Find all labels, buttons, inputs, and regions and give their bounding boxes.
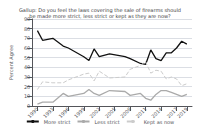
svg-text:40: 40 <box>24 64 30 70</box>
svg-text:Gallup: Do you feel the laws c: Gallup: Do you feel the laws covering th… <box>19 7 181 13</box>
svg-text:90: 90 <box>23 16 31 22</box>
svg-text:10: 10 <box>24 93 30 99</box>
svg-text:1999: 1999 <box>73 106 86 119</box>
svg-text:80: 80 <box>24 26 30 32</box>
svg-text:More strict: More strict <box>44 119 71 125</box>
svg-text:be made more strict, less stri: be made more strict, less strict or kept… <box>29 13 171 20</box>
svg-text:70: 70 <box>24 35 30 41</box>
svg-text:Kept as now: Kept as now <box>144 119 174 126</box>
svg-text:2005: 2005 <box>104 106 117 119</box>
svg-text:0: 0 <box>27 103 30 109</box>
svg-text:2017: 2017 <box>165 105 179 120</box>
svg-text:2011: 2011 <box>135 106 148 119</box>
svg-text:1993: 1993 <box>42 106 55 119</box>
svg-text:20: 20 <box>24 84 30 90</box>
svg-text:30: 30 <box>24 74 30 80</box>
svg-text:1990: 1990 <box>26 106 39 119</box>
svg-text:Less strict: Less strict <box>95 119 120 125</box>
svg-text:2019: 2019 <box>176 106 189 119</box>
svg-text:2008: 2008 <box>119 106 132 119</box>
svg-text:Percent Agree: Percent Agree <box>8 45 15 80</box>
svg-text:2014: 2014 <box>150 106 163 119</box>
svg-text:2002: 2002 <box>88 106 101 119</box>
svg-text:1996: 1996 <box>57 106 70 119</box>
svg-text:50: 50 <box>24 55 30 61</box>
svg-text:60: 60 <box>24 45 30 51</box>
